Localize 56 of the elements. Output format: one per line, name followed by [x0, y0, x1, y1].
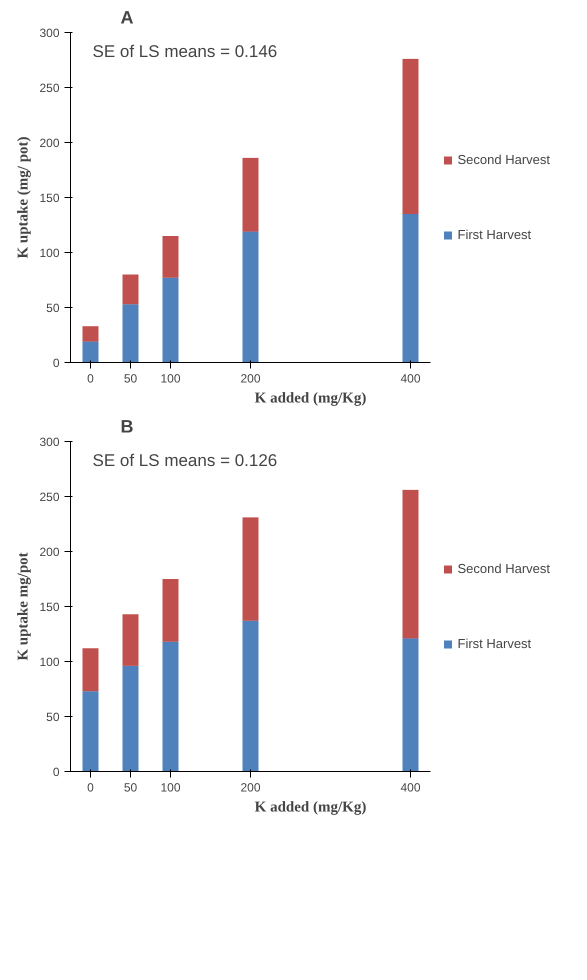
bar: [162, 236, 178, 278]
bar: [122, 304, 138, 362]
legend-label: First Harvest: [458, 636, 532, 651]
bar: [162, 642, 178, 772]
y-tick-label: 200: [39, 545, 60, 559]
x-tick-label: 200: [240, 780, 261, 794]
x-tick-label: 50: [124, 372, 138, 386]
legend-label: Second Harvest: [458, 152, 550, 167]
bar: [242, 232, 258, 362]
annotation: SE of LS means = 0.146: [92, 42, 278, 62]
annotation: SE of LS means = 0.126: [92, 451, 278, 470]
bar: [122, 274, 138, 304]
legend-label: First Harvest: [458, 227, 532, 242]
x-axis-title: K added (mg/Kg): [254, 800, 366, 816]
y-tick-label: 200: [39, 136, 60, 150]
y-tick-label: 0: [52, 356, 60, 370]
y-tick-label: 50: [46, 301, 60, 315]
bar: [122, 666, 138, 772]
x-tick-label: 0: [87, 780, 94, 794]
y-axis-title: K uptake mg/pot: [15, 552, 32, 661]
bar: [82, 326, 98, 342]
x-tick-label: 400: [400, 372, 421, 386]
y-tick-label: 50: [46, 710, 60, 724]
bar: [242, 517, 258, 621]
y-tick-label: 150: [39, 191, 60, 205]
y-tick-label: 100: [39, 655, 60, 669]
x-tick-label: 200: [240, 372, 261, 386]
bar: [82, 342, 98, 362]
chart-title: A: [120, 8, 134, 28]
y-tick-label: 0: [52, 765, 60, 779]
legend-label: Second Harvest: [458, 561, 550, 576]
bar: [242, 620, 258, 772]
x-tick-label: 0: [87, 372, 94, 386]
bar: [402, 214, 418, 362]
bar: [242, 158, 258, 232]
y-tick-label: 150: [39, 600, 60, 614]
x-tick-label: 50: [124, 780, 138, 794]
x-tick-label: 100: [160, 780, 181, 794]
bar: [122, 614, 138, 666]
x-tick-label: 400: [400, 780, 421, 794]
bar: [162, 278, 178, 362]
x-axis-title: K added (mg/Kg): [254, 390, 366, 406]
chart-title: B: [120, 416, 134, 436]
bar: [402, 638, 418, 772]
bar: [402, 58, 418, 214]
y-tick-label: 300: [39, 435, 60, 449]
bar: [402, 490, 418, 638]
y-tick-label: 250: [39, 81, 60, 95]
bar: [82, 691, 98, 772]
y-tick-label: 100: [39, 246, 60, 260]
bar: [162, 579, 178, 642]
x-tick-label: 100: [160, 372, 181, 386]
y-axis-title: K uptake (mg/ pot): [15, 136, 32, 259]
y-tick-label: 250: [39, 490, 60, 504]
bar: [82, 648, 98, 692]
y-tick-label: 300: [39, 26, 60, 40]
